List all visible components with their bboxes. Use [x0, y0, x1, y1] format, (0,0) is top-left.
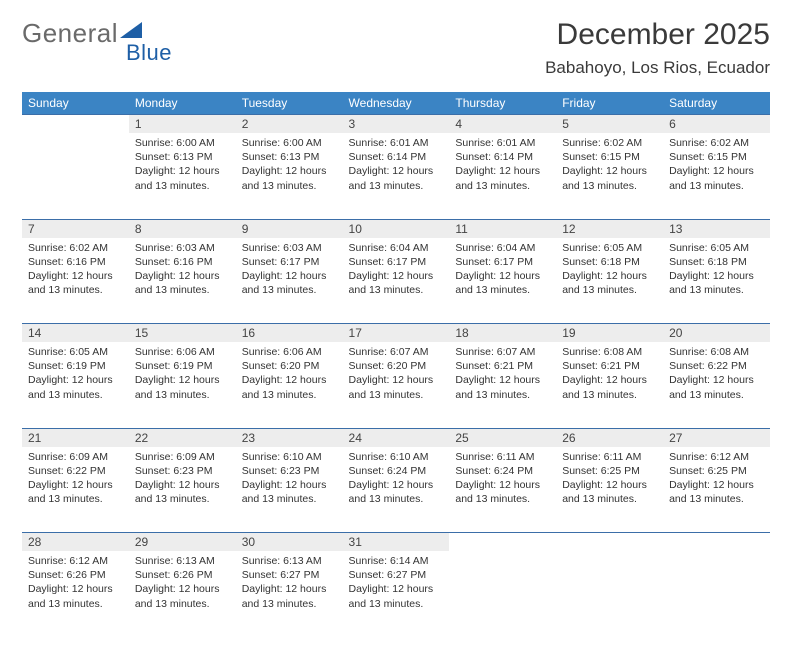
page-title: December 2025 [545, 18, 770, 52]
day-detail-cell: Sunrise: 6:06 AMSunset: 6:20 PMDaylight:… [236, 342, 343, 428]
day-detail-cell: Sunrise: 6:03 AMSunset: 6:17 PMDaylight:… [236, 238, 343, 324]
logo-text-general: General [22, 18, 118, 49]
day-number-cell: 10 [343, 220, 450, 238]
day-number-cell: 13 [663, 220, 770, 238]
day-detail-cell: Sunrise: 6:09 AMSunset: 6:22 PMDaylight:… [22, 447, 129, 533]
day-number-cell: 5 [556, 115, 663, 133]
daynum-row: 28293031 [22, 533, 770, 551]
day-number-cell [449, 533, 556, 551]
day-detail-cell [22, 133, 129, 219]
day-detail-cell: Sunrise: 6:04 AMSunset: 6:17 PMDaylight:… [343, 238, 450, 324]
day-detail-cell: Sunrise: 6:00 AMSunset: 6:13 PMDaylight:… [236, 133, 343, 219]
daynum-row: 14151617181920 [22, 324, 770, 342]
day-detail-cell: Sunrise: 6:05 AMSunset: 6:19 PMDaylight:… [22, 342, 129, 428]
day-number-cell [556, 533, 663, 551]
day-detail-cell: Sunrise: 6:13 AMSunset: 6:26 PMDaylight:… [129, 551, 236, 637]
day-number-cell: 28 [22, 533, 129, 551]
day-number-cell: 30 [236, 533, 343, 551]
daynum-row: 123456 [22, 115, 770, 133]
day-number-cell: 23 [236, 429, 343, 447]
day-detail-cell: Sunrise: 6:09 AMSunset: 6:23 PMDaylight:… [129, 447, 236, 533]
calendar-table: SundayMondayTuesdayWednesdayThursdayFrid… [22, 92, 770, 637]
weekday-header: Sunday [22, 92, 129, 115]
header: General Blue December 2025 Babahoyo, Los… [22, 18, 770, 78]
day-detail-cell: Sunrise: 6:13 AMSunset: 6:27 PMDaylight:… [236, 551, 343, 637]
day-number-cell [22, 115, 129, 133]
day-number-cell: 1 [129, 115, 236, 133]
day-number-cell [663, 533, 770, 551]
day-number-cell: 21 [22, 429, 129, 447]
day-detail-cell: Sunrise: 6:05 AMSunset: 6:18 PMDaylight:… [556, 238, 663, 324]
detail-row: Sunrise: 6:00 AMSunset: 6:13 PMDaylight:… [22, 133, 770, 219]
day-number-cell: 17 [343, 324, 450, 342]
weekday-header: Monday [129, 92, 236, 115]
logo-triangle-icon [120, 22, 146, 42]
detail-row: Sunrise: 6:05 AMSunset: 6:19 PMDaylight:… [22, 342, 770, 428]
day-detail-cell [556, 551, 663, 637]
day-number-cell: 24 [343, 429, 450, 447]
day-detail-cell: Sunrise: 6:01 AMSunset: 6:14 PMDaylight:… [343, 133, 450, 219]
day-number-cell: 27 [663, 429, 770, 447]
day-number-cell: 18 [449, 324, 556, 342]
detail-row: Sunrise: 6:02 AMSunset: 6:16 PMDaylight:… [22, 238, 770, 324]
detail-row: Sunrise: 6:09 AMSunset: 6:22 PMDaylight:… [22, 447, 770, 533]
day-number-cell: 6 [663, 115, 770, 133]
day-number-cell: 22 [129, 429, 236, 447]
day-detail-cell: Sunrise: 6:05 AMSunset: 6:18 PMDaylight:… [663, 238, 770, 324]
day-number-cell: 8 [129, 220, 236, 238]
day-number-cell: 9 [236, 220, 343, 238]
logo: General Blue [22, 18, 172, 66]
day-detail-cell [663, 551, 770, 637]
weekday-header: Tuesday [236, 92, 343, 115]
day-detail-cell: Sunrise: 6:03 AMSunset: 6:16 PMDaylight:… [129, 238, 236, 324]
weekday-header: Thursday [449, 92, 556, 115]
day-number-cell: 25 [449, 429, 556, 447]
day-detail-cell: Sunrise: 6:10 AMSunset: 6:24 PMDaylight:… [343, 447, 450, 533]
weekday-header: Friday [556, 92, 663, 115]
day-number-cell: 12 [556, 220, 663, 238]
day-number-cell: 29 [129, 533, 236, 551]
day-detail-cell: Sunrise: 6:11 AMSunset: 6:25 PMDaylight:… [556, 447, 663, 533]
day-number-cell: 31 [343, 533, 450, 551]
day-number-cell: 19 [556, 324, 663, 342]
day-detail-cell: Sunrise: 6:10 AMSunset: 6:23 PMDaylight:… [236, 447, 343, 533]
detail-row: Sunrise: 6:12 AMSunset: 6:26 PMDaylight:… [22, 551, 770, 637]
day-number-cell: 11 [449, 220, 556, 238]
day-detail-cell: Sunrise: 6:12 AMSunset: 6:25 PMDaylight:… [663, 447, 770, 533]
day-detail-cell: Sunrise: 6:04 AMSunset: 6:17 PMDaylight:… [449, 238, 556, 324]
daynum-row: 21222324252627 [22, 429, 770, 447]
day-detail-cell: Sunrise: 6:01 AMSunset: 6:14 PMDaylight:… [449, 133, 556, 219]
day-number-cell: 2 [236, 115, 343, 133]
day-number-cell: 16 [236, 324, 343, 342]
day-detail-cell: Sunrise: 6:06 AMSunset: 6:19 PMDaylight:… [129, 342, 236, 428]
day-number-cell: 4 [449, 115, 556, 133]
day-number-cell: 26 [556, 429, 663, 447]
day-number-cell: 15 [129, 324, 236, 342]
day-number-cell: 3 [343, 115, 450, 133]
location-label: Babahoyo, Los Rios, Ecuador [545, 58, 770, 78]
day-detail-cell: Sunrise: 6:08 AMSunset: 6:21 PMDaylight:… [556, 342, 663, 428]
logo-text-blue: Blue [126, 40, 172, 66]
day-number-cell: 20 [663, 324, 770, 342]
day-detail-cell: Sunrise: 6:11 AMSunset: 6:24 PMDaylight:… [449, 447, 556, 533]
weekday-header: Saturday [663, 92, 770, 115]
day-detail-cell: Sunrise: 6:00 AMSunset: 6:13 PMDaylight:… [129, 133, 236, 219]
day-detail-cell: Sunrise: 6:08 AMSunset: 6:22 PMDaylight:… [663, 342, 770, 428]
day-detail-cell: Sunrise: 6:14 AMSunset: 6:27 PMDaylight:… [343, 551, 450, 637]
day-detail-cell [449, 551, 556, 637]
weekday-header-row: SundayMondayTuesdayWednesdayThursdayFrid… [22, 92, 770, 115]
day-number-cell: 14 [22, 324, 129, 342]
day-detail-cell: Sunrise: 6:12 AMSunset: 6:26 PMDaylight:… [22, 551, 129, 637]
day-detail-cell: Sunrise: 6:02 AMSunset: 6:16 PMDaylight:… [22, 238, 129, 324]
day-detail-cell: Sunrise: 6:07 AMSunset: 6:21 PMDaylight:… [449, 342, 556, 428]
daynum-row: 78910111213 [22, 220, 770, 238]
day-detail-cell: Sunrise: 6:07 AMSunset: 6:20 PMDaylight:… [343, 342, 450, 428]
weekday-header: Wednesday [343, 92, 450, 115]
day-number-cell: 7 [22, 220, 129, 238]
day-detail-cell: Sunrise: 6:02 AMSunset: 6:15 PMDaylight:… [556, 133, 663, 219]
day-detail-cell: Sunrise: 6:02 AMSunset: 6:15 PMDaylight:… [663, 133, 770, 219]
